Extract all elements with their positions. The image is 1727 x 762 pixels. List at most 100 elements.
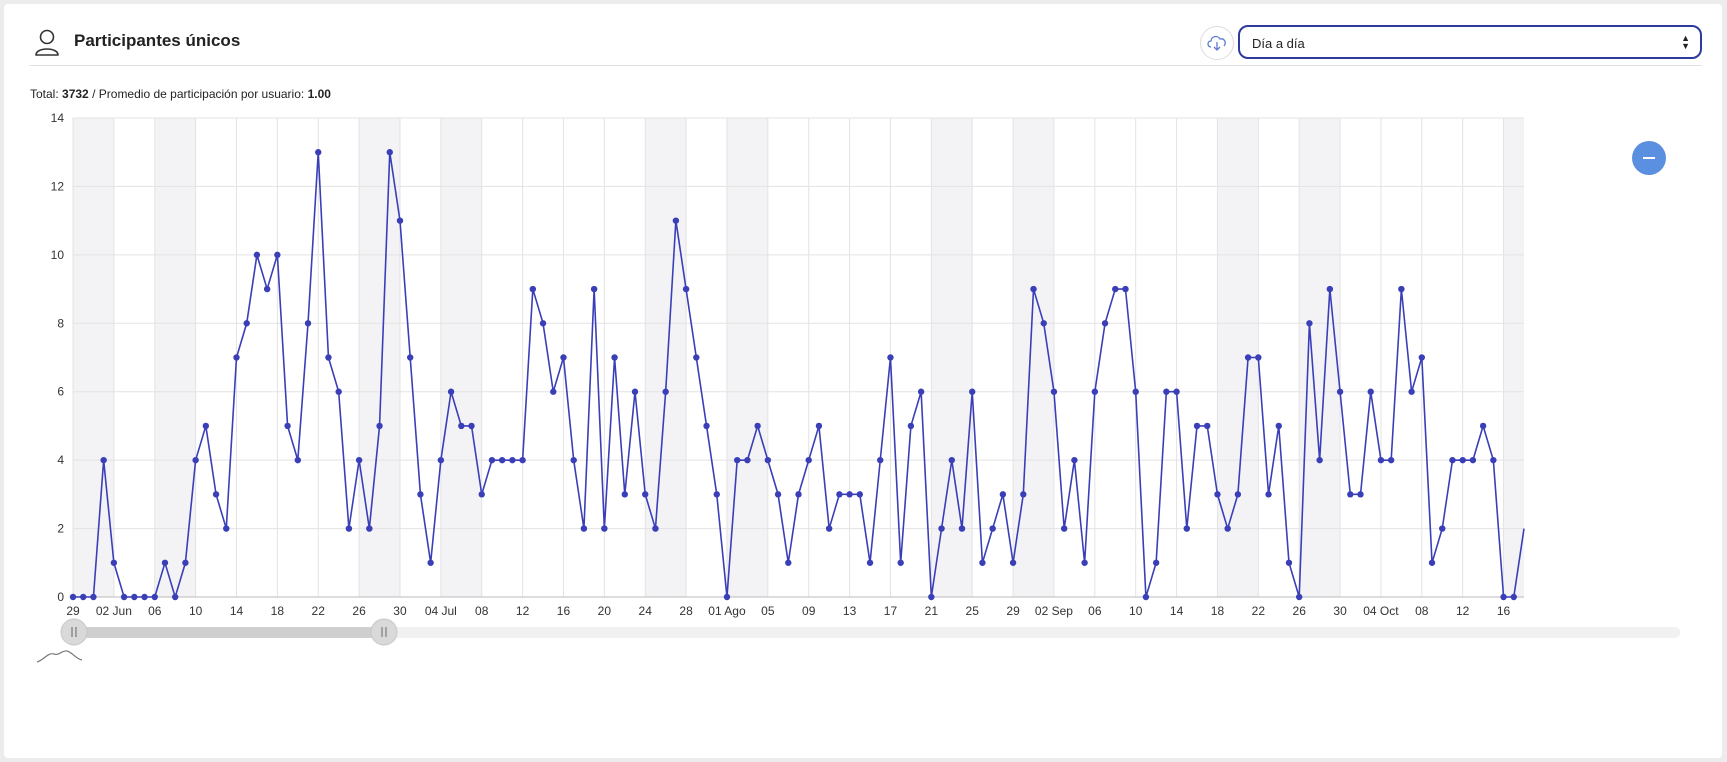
data-point[interactable] bbox=[550, 388, 557, 395]
data-point[interactable] bbox=[642, 491, 649, 498]
data-point[interactable] bbox=[417, 491, 424, 498]
data-point[interactable] bbox=[877, 456, 884, 464]
data-point[interactable] bbox=[1244, 354, 1252, 361]
data-point[interactable] bbox=[958, 525, 966, 532]
data-point[interactable] bbox=[1183, 525, 1190, 532]
data-point[interactable] bbox=[938, 525, 945, 532]
data-point[interactable] bbox=[1367, 388, 1374, 395]
data-point[interactable] bbox=[80, 593, 87, 601]
data-point[interactable] bbox=[928, 593, 935, 601]
data-point[interactable] bbox=[355, 456, 363, 464]
data-point[interactable] bbox=[263, 285, 271, 293]
data-point[interactable] bbox=[1357, 491, 1364, 498]
data-point[interactable] bbox=[570, 456, 577, 464]
data-point[interactable] bbox=[856, 491, 864, 498]
period-select[interactable]: Día a día ▲ ▼ bbox=[1238, 25, 1702, 59]
data-point[interactable] bbox=[1142, 593, 1150, 601]
data-point[interactable] bbox=[907, 422, 915, 430]
data-point[interactable] bbox=[529, 285, 537, 293]
data-point[interactable] bbox=[182, 559, 189, 566]
navigator-right-handle[interactable] bbox=[370, 618, 398, 646]
data-point[interactable] bbox=[1009, 559, 1017, 566]
navigator-left-handle[interactable] bbox=[60, 618, 88, 646]
data-point[interactable] bbox=[805, 456, 812, 464]
data-point[interactable] bbox=[345, 525, 353, 532]
data-point[interactable] bbox=[1071, 456, 1078, 464]
data-point[interactable] bbox=[979, 559, 986, 566]
data-point[interactable] bbox=[713, 491, 720, 498]
download-button[interactable] bbox=[1200, 26, 1234, 60]
data-point[interactable] bbox=[519, 456, 526, 464]
data-point[interactable] bbox=[764, 456, 772, 464]
data-point[interactable] bbox=[212, 491, 220, 498]
data-point[interactable] bbox=[733, 456, 741, 464]
data-point[interactable] bbox=[509, 456, 516, 464]
data-point[interactable] bbox=[662, 388, 669, 395]
data-point[interactable] bbox=[631, 388, 639, 395]
data-point[interactable] bbox=[1265, 491, 1272, 498]
data-point[interactable] bbox=[396, 217, 404, 224]
data-point[interactable] bbox=[498, 456, 506, 464]
data-point[interactable] bbox=[1377, 456, 1385, 464]
data-point[interactable] bbox=[785, 559, 792, 566]
data-point[interactable] bbox=[1490, 456, 1497, 464]
data-point[interactable] bbox=[1040, 320, 1047, 327]
data-point[interactable] bbox=[866, 559, 874, 566]
data-point[interactable] bbox=[682, 285, 690, 293]
data-point[interactable] bbox=[161, 559, 169, 566]
data-point[interactable] bbox=[1285, 559, 1293, 566]
data-point[interactable] bbox=[1510, 593, 1517, 601]
data-point[interactable] bbox=[1214, 491, 1221, 498]
data-point[interactable] bbox=[202, 422, 210, 430]
data-point[interactable] bbox=[274, 251, 281, 259]
data-point[interactable] bbox=[110, 559, 118, 566]
data-point[interactable] bbox=[407, 354, 414, 361]
data-point[interactable] bbox=[376, 422, 383, 430]
data-point[interactable] bbox=[488, 456, 496, 464]
data-point[interactable] bbox=[969, 388, 976, 395]
data-point[interactable] bbox=[1050, 388, 1058, 395]
data-point[interactable] bbox=[580, 525, 588, 532]
data-point[interactable] bbox=[171, 593, 179, 601]
data-point[interactable] bbox=[325, 354, 332, 361]
data-point[interactable] bbox=[1469, 456, 1477, 464]
data-point[interactable] bbox=[315, 149, 322, 156]
data-point[interactable] bbox=[366, 525, 373, 532]
data-point[interactable] bbox=[1255, 354, 1262, 361]
data-point[interactable] bbox=[243, 320, 250, 327]
data-point[interactable] bbox=[1081, 559, 1088, 566]
data-point[interactable] bbox=[1122, 285, 1129, 293]
data-point[interactable] bbox=[1275, 422, 1282, 430]
data-point[interactable] bbox=[131, 593, 138, 601]
data-point[interactable] bbox=[447, 388, 455, 395]
data-point[interactable] bbox=[590, 285, 598, 293]
data-point[interactable] bbox=[1173, 388, 1180, 395]
zoom-out-button[interactable] bbox=[1632, 141, 1666, 175]
data-point[interactable] bbox=[1428, 559, 1436, 566]
data-point[interactable] bbox=[253, 251, 261, 259]
data-point[interactable] bbox=[989, 525, 996, 532]
data-point[interactable] bbox=[539, 320, 547, 327]
data-point[interactable] bbox=[1030, 285, 1037, 293]
data-point[interactable] bbox=[1224, 525, 1231, 532]
data-point[interactable] bbox=[1449, 456, 1456, 464]
data-point[interactable] bbox=[1060, 525, 1068, 532]
data-point[interactable] bbox=[1101, 320, 1109, 327]
data-point[interactable] bbox=[233, 354, 240, 361]
data-point[interactable] bbox=[294, 456, 302, 464]
data-point[interactable] bbox=[836, 491, 843, 498]
data-point[interactable] bbox=[386, 149, 393, 156]
data-point[interactable] bbox=[1163, 388, 1170, 395]
data-point[interactable] bbox=[723, 593, 731, 601]
data-point[interactable] bbox=[672, 217, 680, 224]
data-point[interactable] bbox=[825, 525, 833, 532]
data-point[interactable] bbox=[897, 559, 904, 566]
data-point[interactable] bbox=[774, 491, 782, 498]
data-point[interactable] bbox=[100, 456, 107, 464]
data-point[interactable] bbox=[1387, 456, 1395, 464]
data-point[interactable] bbox=[151, 593, 158, 601]
data-point[interactable] bbox=[69, 593, 77, 601]
data-point[interactable] bbox=[917, 388, 925, 395]
data-point[interactable] bbox=[1347, 491, 1354, 498]
